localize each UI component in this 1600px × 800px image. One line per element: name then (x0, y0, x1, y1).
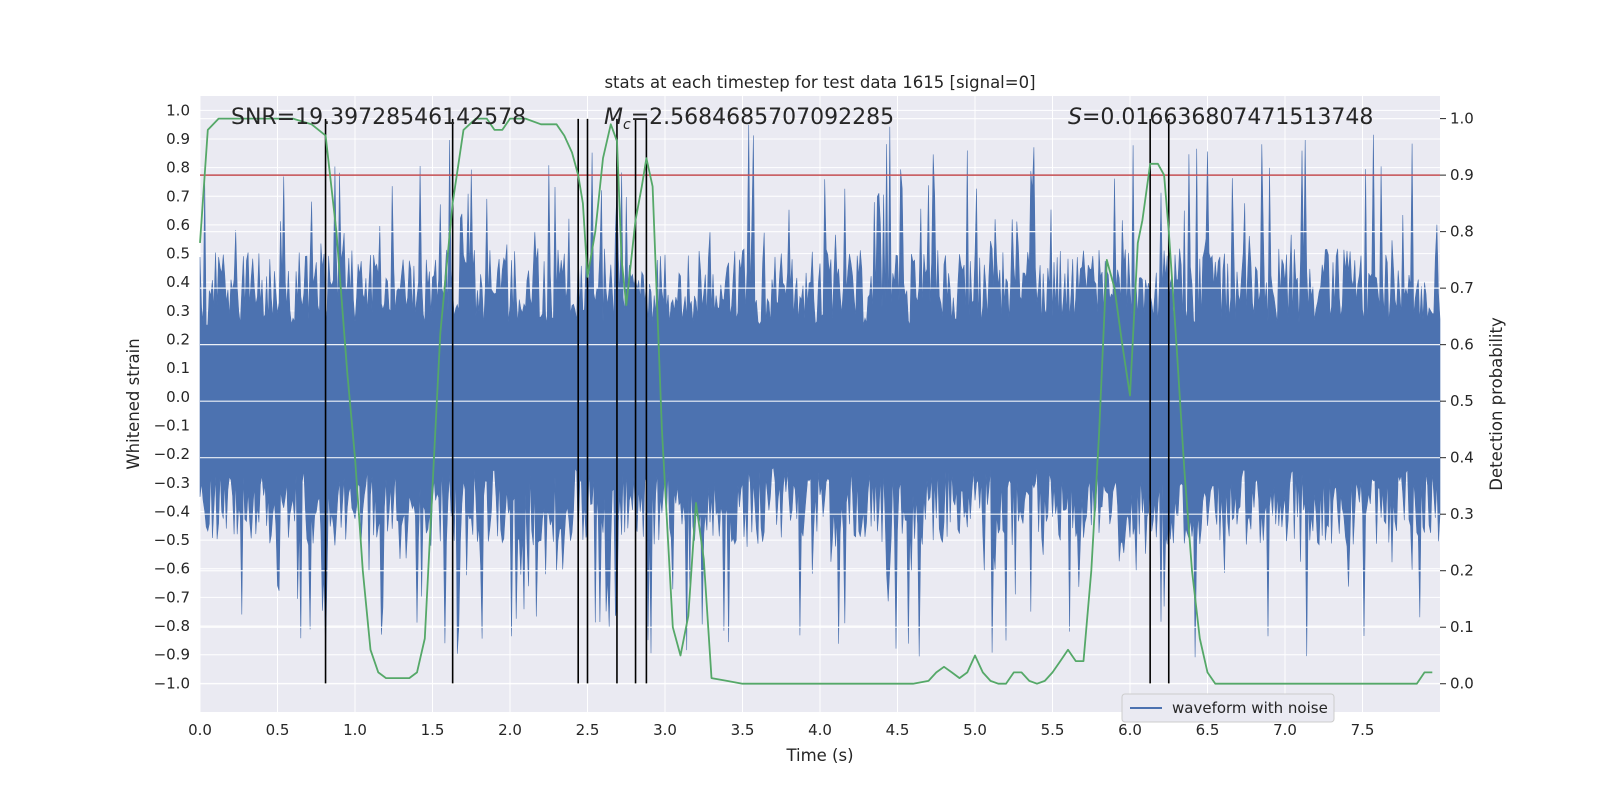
x-tick-label: 2.5 (576, 721, 600, 739)
snr-annotation: SNR=19.39728546142578 (231, 105, 526, 130)
y-tick-label: −1.0 (154, 674, 190, 692)
y-tick-label: 0.5 (166, 245, 190, 263)
s-symbol: S (1068, 105, 1082, 130)
y-tick-label: −0.3 (154, 474, 190, 492)
y-tick-label: 0.7 (166, 187, 190, 205)
x-tick-label: 6.0 (1118, 721, 1142, 739)
trigger-lines (324, 118, 1170, 684)
y-axis-label: Whitened strain (124, 338, 143, 469)
x-axis-label: Time (s) (785, 746, 853, 765)
y-tick-label: −0.7 (154, 588, 190, 606)
y-tick-label: 0.2 (166, 331, 190, 349)
y2-tick-label: 0.9 (1450, 166, 1474, 184)
x-tick-label: 6.5 (1196, 721, 1220, 739)
y2-axis-label: Detection probability (1487, 317, 1506, 491)
y2-tick-label: 0.8 (1450, 223, 1474, 241)
probability-series (199, 117, 1433, 685)
x-tick-label: 1.0 (343, 721, 367, 739)
y-tick-label: 0.8 (166, 159, 190, 177)
legend: waveform with noise (1121, 693, 1335, 723)
x-tick-label: 2.0 (498, 721, 522, 739)
waveform-series (199, 118, 1441, 685)
probability-line (199, 117, 1433, 685)
y-tick-label: 0.4 (166, 273, 190, 291)
y-tick-label: −0.2 (154, 445, 190, 463)
y-tick-label: 1.0 (166, 101, 190, 119)
y-tick-label: 0.6 (166, 216, 190, 234)
y2-tick-label: 0.1 (1450, 618, 1474, 636)
x-tick-label: 4.0 (808, 721, 832, 739)
chirp-mass-value: =2.5684685707092285 (631, 105, 894, 130)
y2-tick-label: 0.2 (1450, 562, 1474, 580)
x-tick-label: 5.5 (1041, 721, 1065, 739)
y-tick-label: 0.0 (166, 388, 190, 406)
x-tick-label: 4.5 (886, 721, 910, 739)
y-tick-label: −0.8 (154, 617, 190, 635)
x-tick-label: 5.0 (963, 721, 987, 739)
y-tick-label: 0.1 (166, 359, 190, 377)
y-tick-label: 0.3 (166, 302, 190, 320)
y2-tick-label: 0.0 (1450, 675, 1474, 693)
x-tick-label: 7.0 (1273, 721, 1297, 739)
s-value: =0.016636807471513748 (1082, 105, 1373, 130)
legend-label: waveform with noise (1172, 699, 1328, 717)
right-y-ticks: 1.0 0.9 0.8 0.7 0.6 0.5 0.4 0.3 0.2 0.1 0.0 (1440, 110, 1474, 693)
chirp-mass-symbol: M (604, 105, 623, 130)
y-tick-label: −0.9 (154, 646, 190, 664)
y-tick-label: −0.4 (154, 502, 190, 520)
x-tick-label: 3.5 (731, 721, 755, 739)
x-tick-label: 3.0 (653, 721, 677, 739)
x-tick-label: 0.5 (266, 721, 290, 739)
chirp-mass-subscript: c (623, 117, 631, 133)
y2-tick-label: 0.6 (1450, 336, 1474, 354)
y2-tick-label: 0.4 (1450, 449, 1474, 467)
y2-tick-label: 0.3 (1450, 505, 1474, 523)
x-tick-label: 7.5 (1351, 721, 1375, 739)
x-ticks: 0.0 0.5 1.0 1.5 2.0 2.5 3.0 3.5 4.0 4.5 5.0 5.5 6.0 6… (188, 721, 1374, 739)
left-y-ticks: 1.0 0.9 0.8 0.7 0.6 0.5 0.4 0.3 0.2 0.1 0.0 −0.1 −0.… (154, 101, 190, 692)
x-tick-label: 1.5 (421, 721, 445, 739)
y2-tick-label: 0.7 (1450, 279, 1474, 297)
y-tick-label: −0.6 (154, 560, 190, 578)
y-tick-label: 0.9 (166, 130, 190, 148)
y2-tick-label: 0.5 (1450, 392, 1474, 410)
y-tick-label: −0.5 (154, 531, 190, 549)
chirp-mass-annotation: Mc=2.5684685707092285 (604, 105, 894, 133)
legend-box (1121, 693, 1335, 723)
y2-tick-label: 1.0 (1450, 110, 1474, 128)
y-tick-label: −0.1 (154, 416, 190, 434)
x-tick-label: 0.0 (188, 721, 212, 739)
chart-title: stats at each timestep for test data 161… (604, 73, 1035, 92)
s-annotation: S=0.016636807471513748 (1068, 105, 1373, 130)
